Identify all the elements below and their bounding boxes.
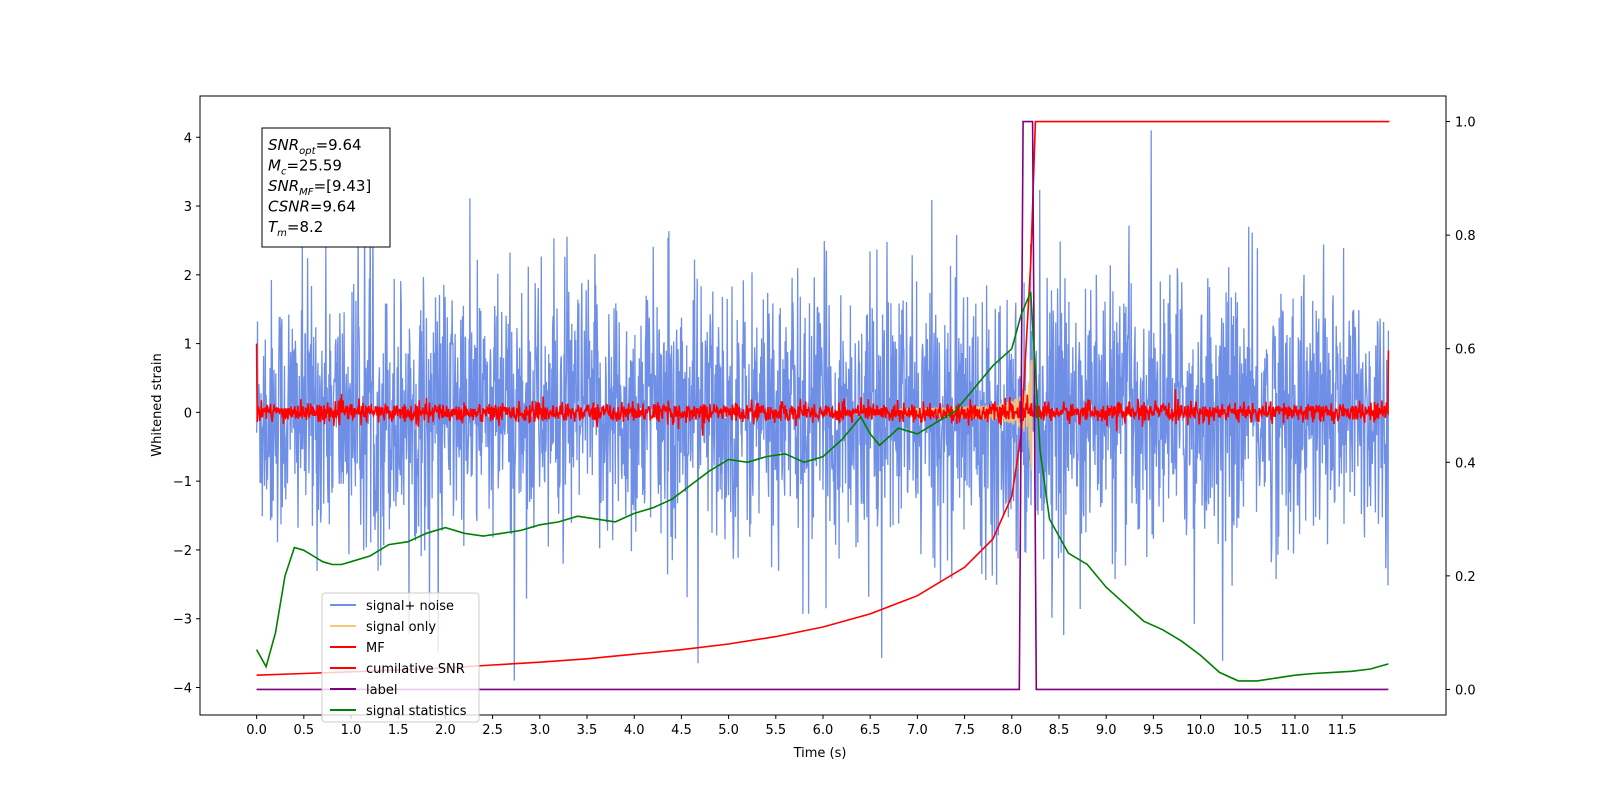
stats-entry-subscript: c xyxy=(281,167,287,178)
stats-entry: CSNR=9.64 xyxy=(268,198,356,216)
x-tick-label: 7.0 xyxy=(907,723,928,738)
x-tick-label: 3.5 xyxy=(577,723,598,738)
y-tick-label: −4 xyxy=(173,681,192,696)
legend-frame xyxy=(321,592,480,723)
stats-entry-value: =9.64 xyxy=(316,136,362,154)
x-tick-label: 0.0 xyxy=(246,723,267,738)
y2-tick-label: 0.4 xyxy=(1455,456,1476,471)
y2-tick-label: 0.0 xyxy=(1455,683,1476,698)
stats-entry-name: SNR xyxy=(268,136,299,154)
stats-entry: SNRopt=9.64 xyxy=(268,136,362,157)
x-tick-label: 4.5 xyxy=(671,723,692,738)
y-axis-label: Whitened strain xyxy=(150,353,165,456)
x-tick-label: 9.5 xyxy=(1143,723,1164,738)
y-tick-label: 1 xyxy=(184,338,192,353)
stats-entry-value: =8.2 xyxy=(287,218,323,236)
x-tick-label: 6.0 xyxy=(813,723,834,738)
stats-entry-value: =9.64 xyxy=(310,198,356,216)
stats-entry-name: T xyxy=(268,218,279,236)
y2-tick-label: 0.6 xyxy=(1455,343,1476,358)
stats-entry-value: =[9.43] xyxy=(314,177,372,195)
x-tick-label: 3.0 xyxy=(529,723,550,738)
y-tick-label: −3 xyxy=(173,613,192,628)
y2-tick-label: 1.0 xyxy=(1455,116,1476,131)
x-axis-label: Time (s) xyxy=(793,746,847,761)
x-tick-label: 11.0 xyxy=(1280,723,1309,738)
y2-tick-label: 0.2 xyxy=(1455,570,1476,585)
y-tick-label: 0 xyxy=(184,406,192,421)
y-tick-label: 2 xyxy=(184,269,192,284)
x-tick-label: 10.0 xyxy=(1186,723,1215,738)
series-signal-noise xyxy=(255,130,1390,681)
stats-box: SNRopt=9.64Mc=25.59SNRMF=[9.43]CSNR=9.64… xyxy=(261,127,391,248)
stats-box-frame xyxy=(261,127,391,248)
y-tick-label: 4 xyxy=(184,131,192,146)
x-tick-label: 1.0 xyxy=(341,723,362,738)
x-tick-label: 6.5 xyxy=(860,723,881,738)
stats-entry-subscript: m xyxy=(277,228,287,239)
x-tick-label: 7.5 xyxy=(954,723,975,738)
stats-entry: Tm=8.2 xyxy=(268,218,323,239)
stats-entry-value: =25.59 xyxy=(286,157,342,175)
x-tick-label: 0.5 xyxy=(293,723,314,738)
y2-tick-label: 0.8 xyxy=(1455,229,1476,244)
y-tick-label: 3 xyxy=(184,200,192,215)
x-tick-label: 8.0 xyxy=(1001,723,1022,738)
x-tick-label: 9.0 xyxy=(1096,723,1117,738)
x-tick-label: 5.5 xyxy=(765,723,786,738)
y-tick-label: −1 xyxy=(173,475,192,490)
legend-label: label xyxy=(366,683,397,698)
x-tick-label: 4.0 xyxy=(624,723,645,738)
legend-label: signal only xyxy=(366,620,436,635)
y-tick-label: −2 xyxy=(173,544,192,559)
x-tick-label: 11.5 xyxy=(1328,723,1357,738)
stats-entry-name: SNR xyxy=(268,177,299,195)
stats-entry-name: CSNR xyxy=(268,198,310,216)
series-mf xyxy=(255,343,1390,436)
legend-label: signal statistics xyxy=(366,704,467,719)
stats-entry-name: M xyxy=(268,157,281,175)
legend-label: MF xyxy=(366,641,385,656)
stats-entry-subscript: opt xyxy=(299,146,316,157)
x-tick-label: 10.5 xyxy=(1233,723,1262,738)
x-tick-label: 1.5 xyxy=(388,723,409,738)
stats-entry: Mc=25.59 xyxy=(268,157,342,178)
x-tick-label: 2.0 xyxy=(435,723,456,738)
legend-label: cumilative SNR xyxy=(366,662,465,677)
series-label xyxy=(256,120,1389,691)
series-signal-statistics xyxy=(255,291,1389,682)
legend-label: signal+ noise xyxy=(366,599,454,614)
x-tick-label: 2.5 xyxy=(482,723,503,738)
stats-entry: SNRMF=[9.43] xyxy=(268,177,371,198)
x-tick-label: 8.5 xyxy=(1049,723,1070,738)
legend: signal+ noise signal only MF cumilative SNR… xyxy=(321,592,480,723)
stats-entry-subscript: MF xyxy=(299,187,314,198)
x-tick-label: 5.0 xyxy=(718,723,739,738)
